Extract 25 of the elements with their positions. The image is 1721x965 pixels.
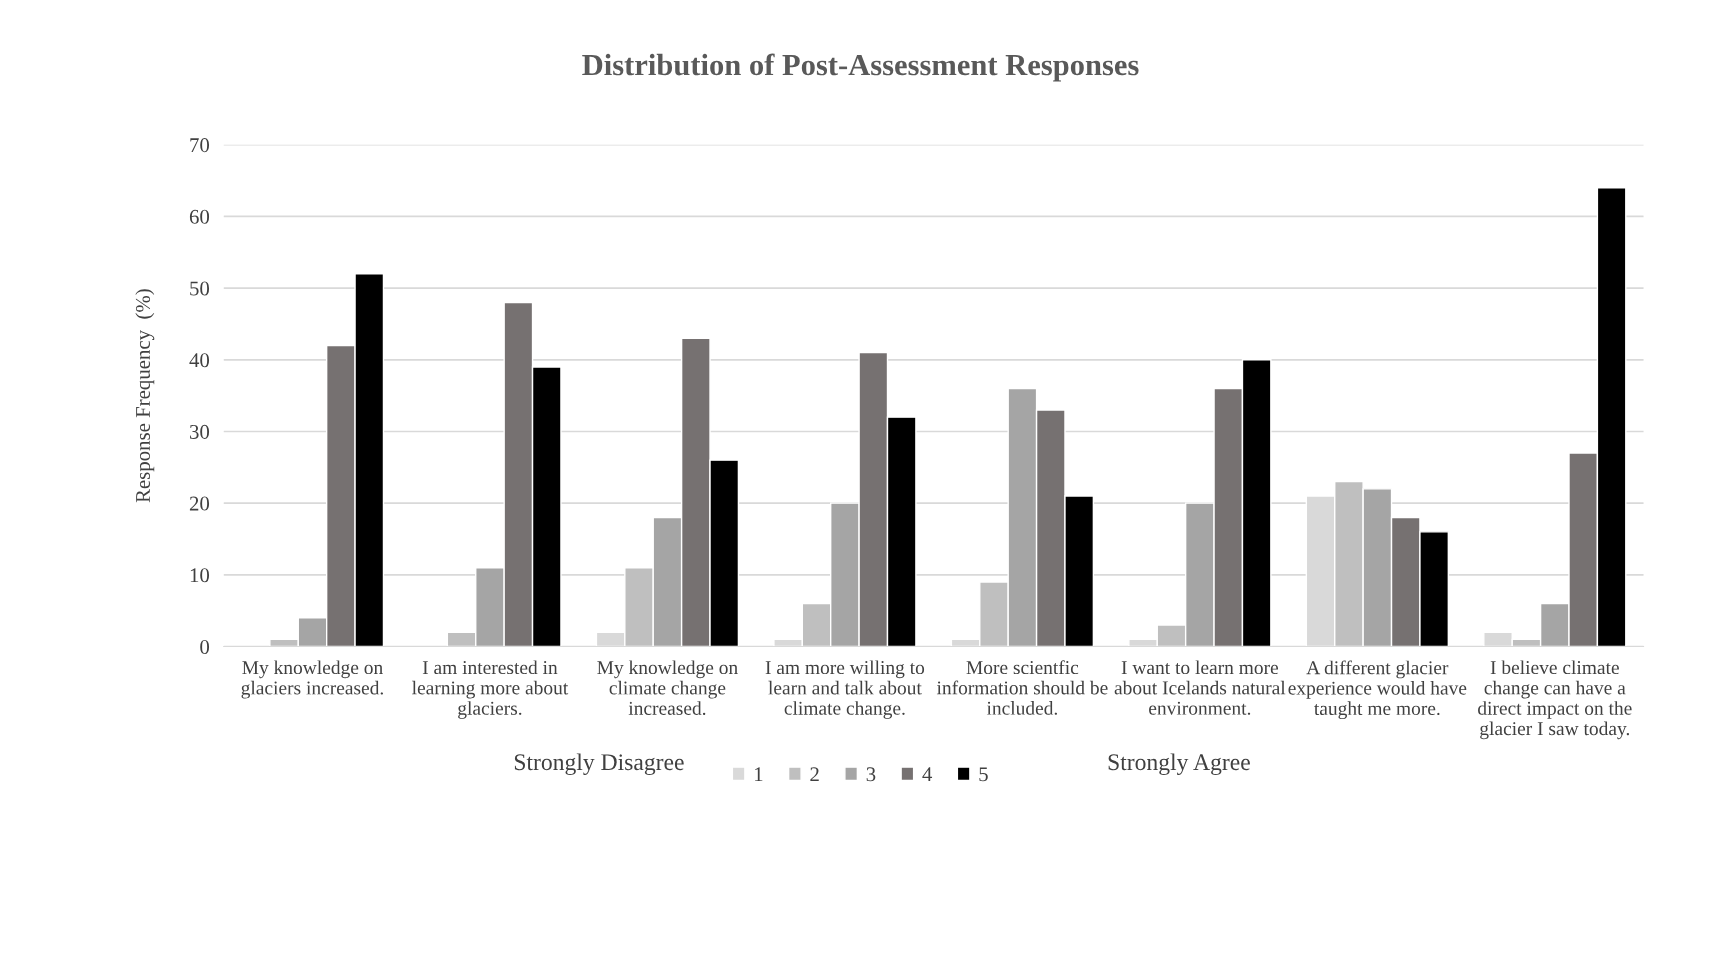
y-tick-label: 60 [189,209,210,224]
x-tick-label: I am interested in learning more about glaciers. [412,660,569,719]
y-tick-label: 40 [189,353,210,368]
x-tick-label: A different glacier experience would have taught me more. [1288,660,1467,720]
text: Strongly Disagree [514,753,684,776]
y-tick-label: 20 [189,496,210,511]
x-tick-label: My knowledge on glaciers increased. [241,660,383,699]
y-tick-label: 30 [190,424,210,439]
y-tick-label: 70 [190,138,210,153]
legend-label: 2 [810,767,819,782]
x-tick-label: I am more willing to learn and talk about climate change. [765,660,925,719]
y-tick-label: 0 [200,639,210,654]
legend-label: 4 [922,767,933,782]
y-axis-title: Response Frequency (%) [135,289,155,503]
chart-title: Distribution of Post-Assessment Responses [582,53,1139,82]
text: Strongly Agree [1108,753,1250,776]
x-tick-label: I believe climate change can have a direct impact on the glacier I saw today. [1478,660,1632,740]
legend-label: 5 [979,767,988,782]
x-tick-label: My knowledge on climate change increased. [597,660,738,715]
y-tick-label: 50 [190,281,210,296]
legend-label: 3 [866,767,876,782]
x-tick-label: More scientfic information should be included. [936,660,1108,715]
legend-label: 1 [755,767,763,782]
y-tick-label: 10 [190,568,210,583]
x-tick-label: I want to learn more about Icelands natural environment. [1114,660,1286,715]
